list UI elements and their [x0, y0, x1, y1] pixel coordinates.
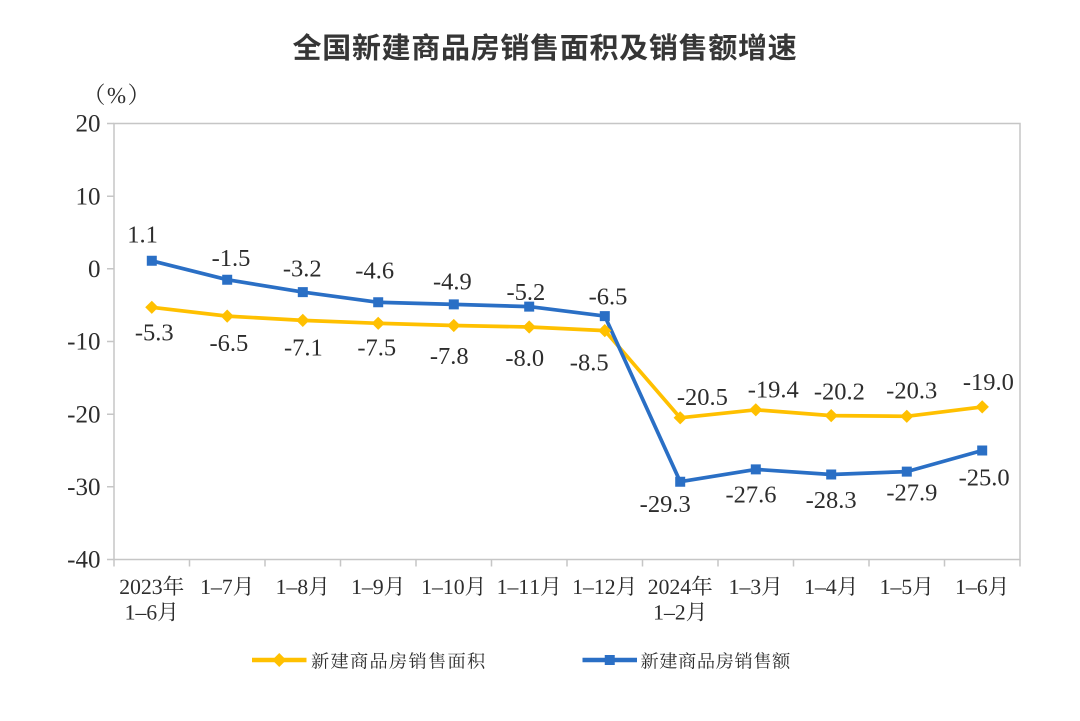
svg-text:-5.2: -5.2	[507, 279, 546, 306]
svg-text:-4.6: -4.6	[355, 258, 394, 285]
svg-text:-7.8: -7.8	[430, 343, 469, 370]
svg-text:-19.0: -19.0	[963, 369, 1014, 396]
svg-text:-20.2: -20.2	[814, 379, 865, 406]
svg-text:-7.5: -7.5	[357, 334, 396, 361]
svg-text:-27.6: -27.6	[725, 481, 776, 508]
svg-text:-6.5: -6.5	[210, 330, 249, 357]
svg-text:10: 10	[76, 183, 101, 210]
svg-text:1.1: 1.1	[127, 222, 158, 249]
svg-text:-30: -30	[67, 474, 100, 501]
svg-text:-20.5: -20.5	[677, 384, 728, 411]
svg-text:-8.5: -8.5	[570, 349, 609, 376]
svg-text:-7.1: -7.1	[284, 334, 323, 361]
svg-text:20: 20	[76, 111, 101, 138]
svg-text:-8.0: -8.0	[505, 345, 544, 372]
svg-text:-40: -40	[67, 547, 100, 574]
svg-text:0: 0	[88, 256, 101, 283]
svg-text:-6.5: -6.5	[589, 284, 628, 311]
svg-text:-29.3: -29.3	[640, 491, 691, 518]
svg-text:-10: -10	[67, 329, 100, 356]
svg-text:-1.5: -1.5	[212, 245, 251, 272]
svg-text:-27.9: -27.9	[886, 480, 937, 507]
svg-text:-4.9: -4.9	[433, 268, 472, 295]
svg-text:-20.3: -20.3	[886, 378, 937, 405]
svg-text:-20: -20	[67, 401, 100, 428]
svg-text:-28.3: -28.3	[806, 487, 857, 514]
svg-text:-3.2: -3.2	[283, 256, 322, 283]
svg-text:-19.4: -19.4	[748, 377, 799, 404]
svg-text:-25.0: -25.0	[959, 464, 1010, 491]
svg-text:-5.3: -5.3	[135, 319, 174, 346]
